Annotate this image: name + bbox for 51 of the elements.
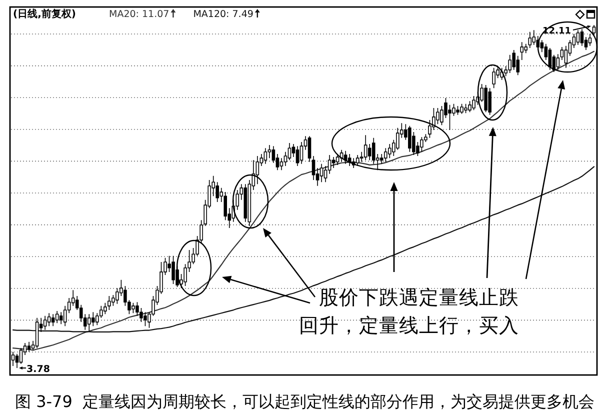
candlestick — [336, 154, 340, 166]
candlestick — [388, 144, 392, 158]
candlestick — [384, 148, 388, 162]
candlestick — [132, 302, 135, 314]
annotation: 股价下跌遇定量线止跌回升，定量线上行，买入 — [299, 286, 519, 337]
candlestick — [35, 318, 39, 349]
candlestick — [55, 310, 59, 324]
candlestick — [520, 42, 524, 60]
candlestick — [344, 150, 348, 164]
candlestick — [372, 137, 376, 164]
candlestick — [144, 312, 147, 327]
candlestick — [532, 30, 536, 46]
candlestick — [484, 84, 488, 113]
chart-title: (日线,前复权) — [13, 8, 76, 20]
candlestick — [47, 312, 51, 327]
candlestick — [51, 314, 55, 327]
caption: 图 3-79 定量线因为周期较长，可以起到定性线的部分作用，为交易提供更多机会 — [15, 392, 595, 411]
candlestick — [548, 48, 552, 70]
candlestick — [556, 54, 560, 70]
candlestick — [508, 54, 512, 74]
candlestick — [580, 28, 584, 46]
candlestick — [348, 154, 352, 166]
candlestick — [456, 106, 460, 116]
candlestick — [492, 67, 496, 89]
candlestick — [172, 255, 175, 284]
candlestick — [488, 88, 492, 116]
candlestick — [340, 149, 344, 162]
annotation: 3.78 — [26, 364, 50, 375]
candlestick — [464, 103, 468, 114]
candlestick — [408, 125, 412, 152]
candlestick — [244, 184, 248, 222]
candlestick — [472, 96, 476, 110]
candlestick — [108, 296, 111, 310]
candlestick — [588, 34, 592, 46]
candlestick — [104, 302, 107, 315]
candlestick — [43, 315, 47, 330]
candlestick — [460, 103, 464, 114]
candlestick — [364, 134, 368, 161]
candlestick — [27, 342, 31, 352]
candlestick — [352, 158, 356, 168]
legend-label: MA20: 11.07 — [109, 9, 170, 20]
candlestick — [320, 164, 324, 182]
candlestick — [356, 154, 360, 166]
candlestick — [420, 136, 424, 152]
candlestick — [308, 136, 312, 162]
candlestick — [87, 314, 91, 332]
candlestick — [576, 30, 580, 46]
annotation: 12.11 — [542, 26, 571, 36]
candlestick — [264, 148, 268, 164]
legend-label: MA120: 7.49 — [193, 9, 254, 20]
candlestick — [296, 146, 300, 166]
